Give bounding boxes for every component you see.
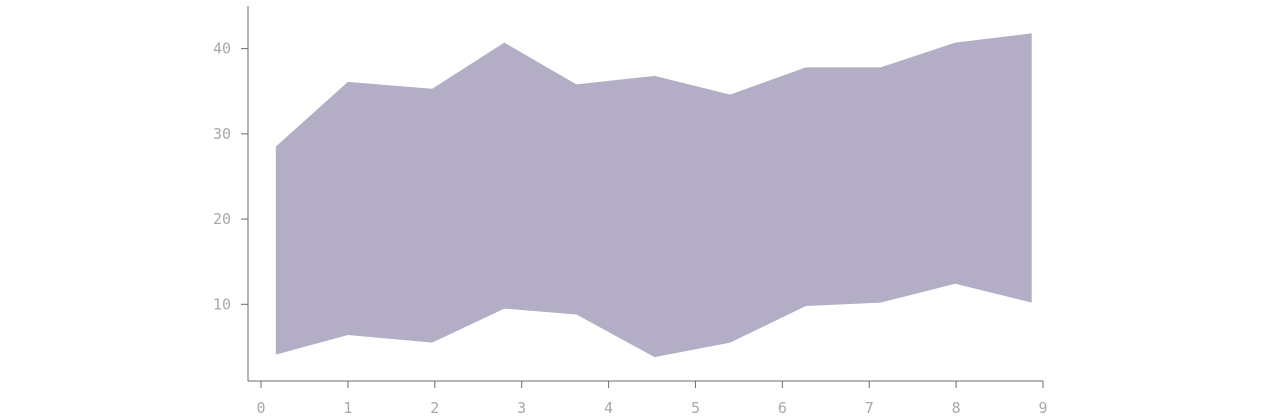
plot-area [275,33,1032,358]
x-tick-label: 6 [778,399,787,417]
x-tick-label: 1 [343,399,352,417]
axes [247,6,1043,382]
ticks: 0 1 2 3 4 5 6 7 8 9 10 20 30 40 [213,40,1048,417]
y-tick-label: 40 [213,40,231,58]
x-tick-label: 8 [952,399,961,417]
y-tick-label: 10 [213,295,231,313]
y-tick-label: 20 [213,210,231,228]
x-tick-label: 3 [517,399,526,417]
x-tick-label: 5 [691,399,700,417]
band-area-0 [275,33,1032,358]
y-tick-label: 30 [213,125,231,143]
x-tick-label: 4 [604,399,613,417]
x-tick-label: 0 [257,399,266,417]
x-tick-label: 7 [865,399,874,417]
x-tick-label: 9 [1038,399,1047,417]
x-tick-label: 2 [430,399,439,417]
